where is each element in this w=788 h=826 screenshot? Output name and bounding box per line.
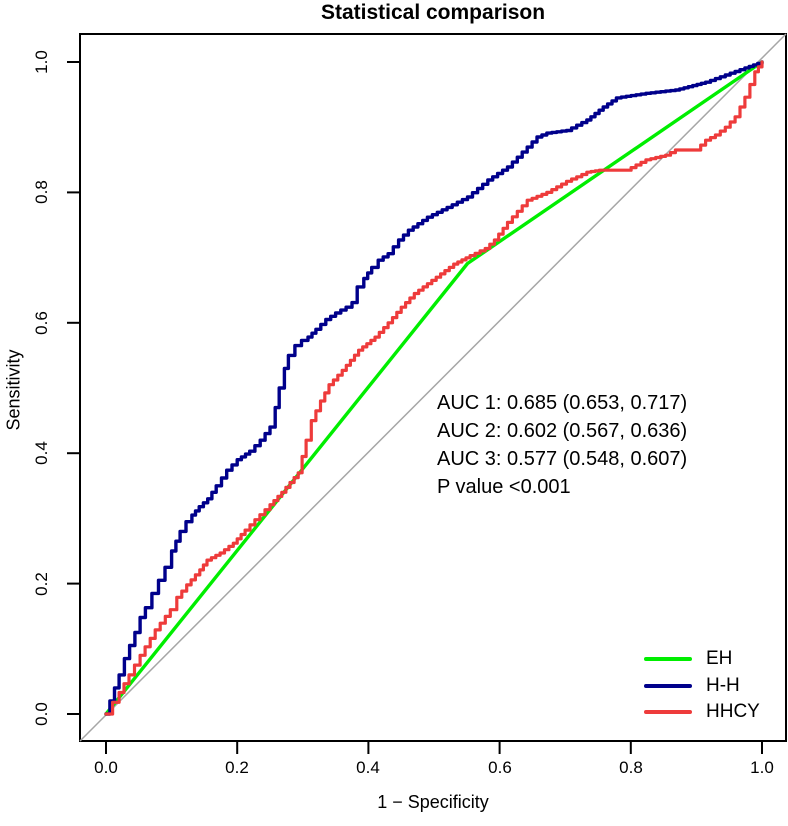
y-axis-label: Sensitivity xyxy=(3,349,24,431)
y-tick-label: 0.2 xyxy=(32,572,51,596)
roc-curve-hhcy xyxy=(104,60,764,716)
roc-curve-h-h xyxy=(104,60,764,716)
x-axis-label: 1 − Specificity xyxy=(377,792,489,812)
x-tick-label: 0.4 xyxy=(356,758,380,777)
y-tick-label: 0.6 xyxy=(32,311,51,335)
x-tick-label: 1.0 xyxy=(750,758,774,777)
auc-annotation-block: AUC 1: 0.685 (0.653, 0.717) AUC 2: 0.602… xyxy=(437,389,687,501)
y-tick-label: 0.0 xyxy=(32,702,51,726)
legend-label-eh: EH xyxy=(706,648,733,669)
x-tick-label: 0.2 xyxy=(225,758,249,777)
diagonal-reference-line xyxy=(79,33,787,742)
roc-curve-eh xyxy=(104,60,764,716)
legend-label-hhcy: HHCY xyxy=(706,701,760,722)
legend-label-hh: H-H xyxy=(706,675,740,696)
auc-line-2: AUC 2: 0.602 (0.567, 0.636) xyxy=(437,420,688,442)
chart-title: Statistical comparison xyxy=(320,1,546,24)
y-tick-label: 0.8 xyxy=(32,180,51,204)
x-tick-label: 0.0 xyxy=(94,758,118,777)
auc-line-1: AUC 1: 0.685 (0.653, 0.717) xyxy=(437,392,688,414)
p-value-line: P value <0.001 xyxy=(437,476,571,498)
plot-border xyxy=(79,33,787,742)
auc-line-3: AUC 3: 0.577 (0.548, 0.607) xyxy=(437,448,688,470)
x-tick-label: 0.6 xyxy=(488,758,512,777)
y-tick-label: 1.0 xyxy=(32,50,51,74)
x-tick-label: 0.8 xyxy=(619,758,643,777)
y-tick-label: 0.4 xyxy=(32,441,51,465)
